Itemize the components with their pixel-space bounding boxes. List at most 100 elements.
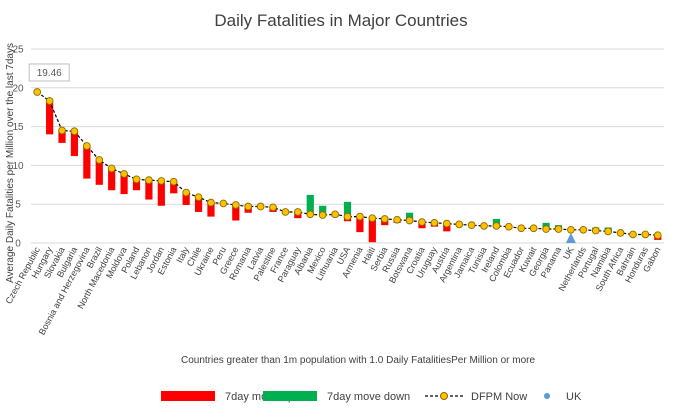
point-austria: [442, 219, 451, 228]
point-moldova: [120, 170, 128, 178]
dfpm-now-markers: [33, 88, 662, 240]
point-palestine: [269, 203, 277, 212]
point-chile: [194, 193, 203, 202]
bar-up-bosnia-and-herzegovina: [83, 146, 91, 179]
point-paraguay: [294, 208, 302, 216]
dfpm-now-line: [36, 91, 658, 236]
bar-up-poland: [132, 179, 141, 191]
uk-series: [565, 233, 576, 243]
point-colombia: [505, 222, 513, 231]
chart-title: Daily Fatalities in Major Countries: [214, 11, 467, 30]
bar-up-ukraine: [207, 202, 215, 217]
point-gabon: [653, 231, 662, 240]
legend-swatch-move-down: [263, 391, 317, 401]
point-lebanon: [145, 176, 153, 184]
gridlines: [31, 48, 664, 244]
point-netherlands: [579, 225, 588, 234]
y-tick-5: 5: [15, 200, 21, 211]
bar-up-estonia: [170, 181, 178, 194]
bar-up-chile: [194, 197, 203, 212]
point-honduras: [641, 230, 650, 239]
uk-marker-uk: [565, 233, 576, 243]
data-label-group: 19.46: [28, 63, 70, 82]
bar-up-moldova: [120, 173, 128, 195]
point-armenia: [356, 212, 364, 221]
bar-up-hungary: [46, 100, 54, 135]
point-france: [281, 208, 290, 216]
legend-marker-now: [440, 392, 448, 400]
bar-up-greece: [232, 204, 240, 221]
bar-up-slovakia: [58, 130, 66, 143]
bar-down-botswana: [405, 212, 414, 221]
point-serbia: [380, 215, 389, 223]
point-italy: [182, 188, 190, 197]
point-bahrain: [629, 230, 637, 239]
y-tick-0: 0: [15, 239, 21, 250]
point-bosnia-and-herzegovina: [83, 142, 91, 150]
point-brazil: [95, 156, 104, 164]
point-poland: [132, 175, 141, 184]
point-argentina: [455, 220, 464, 229]
bar-up-north-macedonia: [108, 168, 116, 191]
data-label-box: [28, 63, 70, 82]
point-tunisia: [480, 222, 488, 230]
point-haiti: [368, 214, 377, 223]
point-jamaica: [467, 221, 476, 230]
bar-down-albania: [306, 194, 314, 215]
data-label-czech-republic: 19.46: [37, 68, 62, 79]
point-portugal: [591, 226, 600, 235]
point-botswana: [405, 216, 414, 225]
bar-up-haiti: [368, 218, 376, 243]
bar-up-austria: [443, 223, 451, 232]
point-kuwait: [529, 224, 538, 233]
point-uruguay: [430, 218, 439, 227]
point-russia: [393, 215, 401, 224]
x-axis-label: Countries greater than 1m population wit…: [181, 355, 535, 366]
bar-down-mexico: [319, 205, 327, 216]
point-ecuador: [517, 224, 526, 233]
point-jordan: [157, 177, 166, 185]
point-georgia: [542, 225, 550, 233]
legend-marker-uk: [544, 393, 550, 399]
y-axis-ticks: 0 5 10 15 20 25: [12, 45, 24, 250]
legend-swatch-move-up: [161, 391, 215, 401]
legend-label-uk: UK: [566, 391, 582, 403]
y-tick-15: 15: [12, 122, 24, 133]
point-latvia: [256, 202, 265, 211]
legend-label-now: DFPM Now: [471, 391, 527, 403]
point-czech-republic: [33, 88, 42, 96]
point-slovakia: [58, 126, 66, 135]
y-tick-10: 10: [12, 161, 24, 172]
point-hungary: [45, 97, 54, 105]
legend-label-move-down: 7day move down: [327, 391, 410, 403]
point-lithuania: [331, 210, 339, 219]
bar-up-bulgaria: [70, 131, 79, 157]
bar-up-lebanon: [145, 180, 153, 200]
y-tick-25: 25: [12, 45, 24, 56]
bar-down-usa: [343, 201, 352, 217]
point-ireland: [492, 222, 501, 230]
point-mexico: [318, 211, 327, 219]
point-north-macedonia: [107, 164, 116, 173]
point-peru: [219, 199, 228, 208]
point-ukraine: [207, 198, 215, 207]
bar-up-armenia: [356, 216, 364, 233]
point-estonia: [169, 177, 178, 186]
y-tick-20: 20: [12, 83, 24, 94]
point-romania: [244, 202, 253, 211]
bar-up-jordan: [157, 180, 165, 206]
point-panama: [554, 225, 563, 233]
point-usa: [343, 212, 352, 221]
point-uk: [567, 225, 575, 234]
point-south-africa: [616, 229, 625, 237]
point-bulgaria: [70, 127, 79, 136]
y-axis-label: Average Daily Fatalities per Million ove…: [5, 43, 16, 283]
bar-up-italy: [182, 192, 190, 205]
legend: 7day move up 7day move down DFPM Now UK: [161, 391, 582, 403]
point-albania: [306, 210, 315, 219]
bar-up-brazil: [95, 159, 103, 185]
point-greece: [231, 201, 240, 209]
point-namibia: [604, 227, 612, 236]
